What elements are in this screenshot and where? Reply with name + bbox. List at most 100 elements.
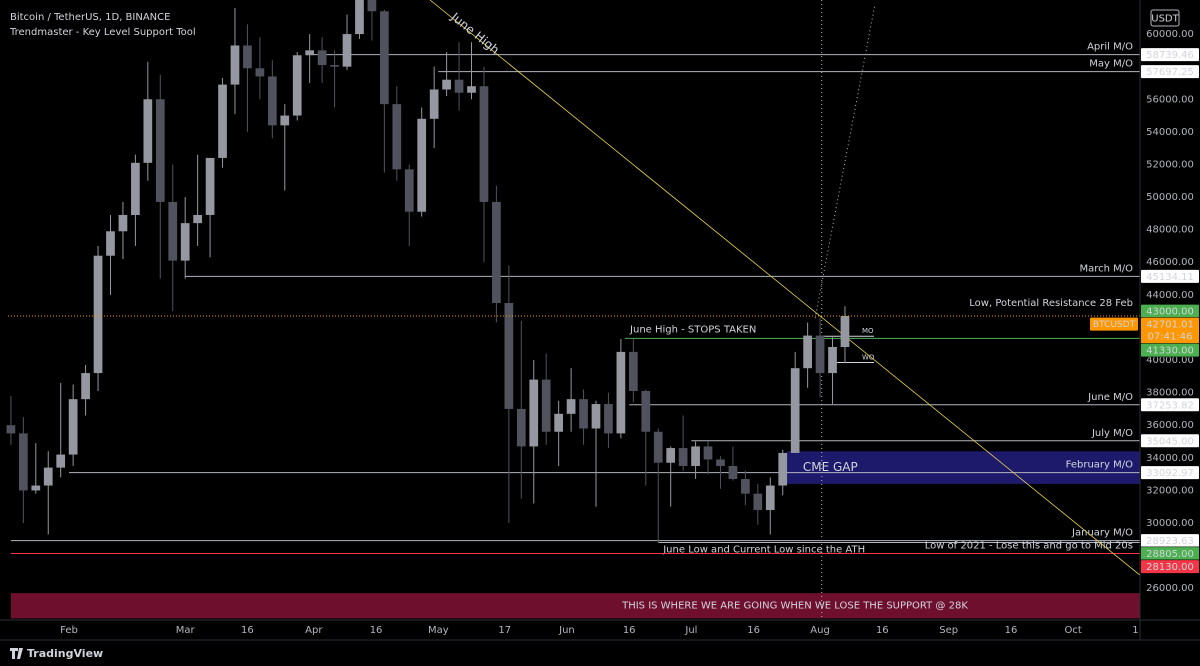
candle-body xyxy=(566,399,576,414)
target-zone xyxy=(10,593,1140,619)
candle-body xyxy=(180,223,190,261)
candle-body xyxy=(529,379,539,447)
candle-body xyxy=(68,399,78,455)
y-tick-label: 50000.00 xyxy=(1146,192,1194,203)
level-label: May M/O xyxy=(1089,59,1133,70)
price-box xyxy=(1141,65,1199,79)
candle-body xyxy=(703,446,713,460)
y-tick-label: 46000.00 xyxy=(1146,257,1194,268)
level-label: March M/O xyxy=(1079,263,1133,274)
x-tick-label: Oct xyxy=(1065,625,1082,636)
candle-body xyxy=(454,79,464,93)
x-tick-label: Jun xyxy=(558,625,575,636)
level-label: June Low and Current Low since the ATH xyxy=(662,545,865,556)
candle-body xyxy=(840,316,850,347)
y-tick-label: 52000.00 xyxy=(1146,159,1194,170)
x-tick-label: 17 xyxy=(498,625,511,636)
candle-body xyxy=(193,214,202,224)
x-tick-label: 1 xyxy=(1132,625,1138,636)
candle-body xyxy=(604,404,613,434)
candle-body xyxy=(305,50,315,56)
candle-body xyxy=(628,351,638,392)
symbol-box xyxy=(1090,317,1138,331)
price-box xyxy=(1141,48,1199,62)
candle-body xyxy=(218,84,227,158)
price-box-label: 28805.00 xyxy=(1146,549,1194,560)
x-tick-label: Jul xyxy=(684,625,697,636)
candle-body xyxy=(31,485,41,491)
candle-body xyxy=(43,467,53,486)
candle-body xyxy=(479,86,489,202)
y-tick-label: 44000.00 xyxy=(1146,290,1194,301)
price-box-label: 28923.63 xyxy=(1146,536,1194,547)
candle-body xyxy=(205,157,215,215)
x-tick-label: Feb xyxy=(60,625,78,636)
candle-body xyxy=(106,231,115,256)
x-tick-label: 16 xyxy=(623,625,636,636)
cme-gap-label: CME GAP xyxy=(803,460,858,474)
x-tick-label: 16 xyxy=(241,625,254,636)
candle-body xyxy=(168,201,178,261)
candle-body xyxy=(342,34,352,67)
symbol-title: Bitcoin / TetherUS, 1D, BINANCE xyxy=(10,12,170,23)
y-tick-label: 48000.00 xyxy=(1146,225,1194,236)
candle-body xyxy=(641,391,651,432)
price-box-label: 45134.11 xyxy=(1146,272,1194,283)
candle-body xyxy=(355,0,364,35)
y-tick-label: 40000.00 xyxy=(1146,355,1194,366)
candle-body xyxy=(131,162,140,215)
open-label: WO xyxy=(862,353,875,361)
target-zone-label: THIS IS WHERE WE ARE GOING WHEN WE LOSE … xyxy=(621,601,968,612)
price-box-label: 57697.25 xyxy=(1146,67,1194,78)
current-price-label: 42701.01 xyxy=(1146,320,1194,331)
price-box xyxy=(1141,560,1199,574)
candle-body xyxy=(93,255,103,374)
candle-body xyxy=(230,45,240,85)
price-box-label: 37253.82 xyxy=(1146,400,1194,411)
candle-body xyxy=(753,493,763,510)
candle-body xyxy=(330,65,339,67)
candle-body xyxy=(18,433,28,491)
x-tick-label: 16 xyxy=(370,625,383,636)
price-box xyxy=(1141,304,1199,318)
candle-body xyxy=(417,118,427,212)
current-price-box xyxy=(1141,317,1199,344)
candle-body xyxy=(467,86,476,93)
candle-body xyxy=(616,351,626,434)
level-label: Low of 2021 - Lose this and go to Mid 20… xyxy=(925,541,1133,552)
price-box-label: 41330.00 xyxy=(1146,346,1194,357)
price-box xyxy=(1141,269,1199,283)
candle-body xyxy=(504,302,514,409)
candle-body xyxy=(317,50,327,66)
candle-body xyxy=(81,373,90,400)
level-label: January M/O xyxy=(1071,528,1133,539)
y-tick-label: 60000.00 xyxy=(1146,29,1194,40)
price-box-label: 33092.97 xyxy=(1146,468,1194,479)
countdown: 07:41:46 xyxy=(1148,332,1193,343)
candle-body xyxy=(541,379,551,432)
candle-body xyxy=(778,452,788,486)
candle-body xyxy=(380,11,389,105)
x-tick-label: Apr xyxy=(305,625,323,636)
candle-body xyxy=(155,99,165,202)
price-box xyxy=(1141,466,1199,480)
plot-area: THIS IS WHERE WE ARE GOING WHEN WE LOSE … xyxy=(6,0,1140,620)
x-tick-label: Mar xyxy=(176,625,196,636)
candle-body xyxy=(554,413,564,432)
currency-box[interactable] xyxy=(1150,9,1180,27)
x-tick-label: Sep xyxy=(939,625,958,636)
price-box-label: 28130.00 xyxy=(1146,562,1194,573)
indicator-title: Trendmaster - Key Level Support Tool xyxy=(9,27,196,38)
candle-body xyxy=(280,115,290,126)
x-tick-label: 16 xyxy=(876,625,889,636)
y-tick-label: 32000.00 xyxy=(1146,485,1194,496)
candle-body xyxy=(255,68,265,77)
candle-body xyxy=(404,169,414,212)
candle-body xyxy=(653,431,663,463)
candle-body xyxy=(678,448,688,466)
currency[interactable]: USDT xyxy=(1151,14,1179,25)
brand: TradingView xyxy=(27,647,103,660)
candle-body xyxy=(367,0,377,12)
candle-body xyxy=(691,446,700,466)
